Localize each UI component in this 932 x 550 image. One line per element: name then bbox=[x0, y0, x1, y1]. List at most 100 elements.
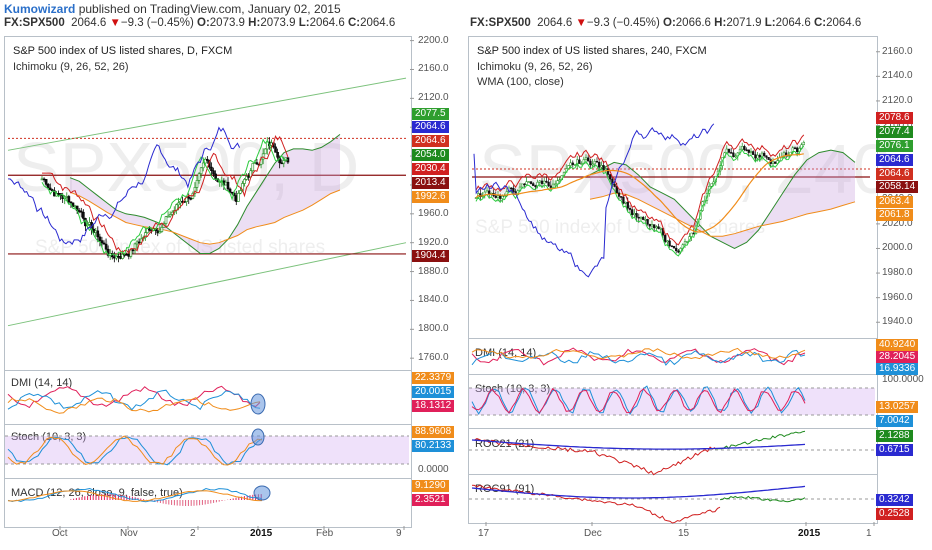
right-roc91-tag: 0.3242 bbox=[876, 494, 913, 506]
right-wma bbox=[475, 153, 804, 233]
left-price-axis-label: 2160.0 bbox=[418, 63, 449, 75]
right-senkou-a bbox=[589, 149, 856, 250]
left-candle-body bbox=[67, 196, 71, 203]
right-candle-body bbox=[655, 226, 658, 229]
right-candle-body bbox=[763, 152, 766, 157]
left-price-axis-label: 2200.0 bbox=[418, 34, 449, 46]
left-stoch-tag: 88.9608 bbox=[412, 426, 455, 438]
left-chart-title: S&P 500 index of US listed shares, D, FX… bbox=[13, 45, 233, 57]
right-roc21-blue bbox=[471, 439, 806, 450]
author-link[interactable]: Kumowizard bbox=[4, 2, 76, 16]
left-candle-body bbox=[243, 179, 246, 184]
left-candle-body bbox=[88, 222, 91, 225]
left-last-price: 2064.6 bbox=[71, 17, 107, 29]
right-dmi-tag: 16.9336 bbox=[876, 363, 919, 375]
right-candle-body bbox=[626, 201, 629, 209]
right-candle-body bbox=[479, 193, 482, 197]
right-candle-body bbox=[639, 216, 643, 219]
left-time-axis-label: 2 bbox=[190, 528, 196, 539]
right-candle-body bbox=[664, 234, 667, 243]
left-tenkan bbox=[41, 138, 288, 258]
right-dmi-tag: 40.9240 bbox=[876, 339, 919, 351]
right-candle-body bbox=[606, 168, 610, 175]
right-candle-body bbox=[767, 157, 770, 160]
left-dmi-minus bbox=[7, 389, 261, 411]
left-symbol[interactable]: FX:SPX500 bbox=[4, 17, 65, 29]
left-candle-body bbox=[133, 243, 137, 251]
right-low: 2064.6 bbox=[775, 17, 811, 29]
right-chikou bbox=[473, 123, 715, 278]
right-stoch-d bbox=[471, 387, 806, 414]
left-dmi-tag: 22.3379 bbox=[412, 372, 455, 384]
right-candle-body bbox=[756, 154, 759, 159]
right-candle-body bbox=[547, 181, 550, 187]
right-roc21-tag: 2.1288 bbox=[876, 430, 913, 442]
right-candle-body bbox=[499, 195, 502, 199]
left-close-label: C: bbox=[347, 17, 361, 29]
left-kijun bbox=[42, 134, 289, 254]
right-candle-body bbox=[617, 192, 621, 197]
right-symbol[interactable]: FX:SPX500 bbox=[470, 17, 531, 29]
left-candle-body bbox=[100, 240, 104, 244]
right-dmi-tag: 28.2045 bbox=[876, 351, 919, 363]
published-text: published on TradingView.com, January 02… bbox=[78, 2, 341, 16]
left-candle-body bbox=[230, 191, 234, 194]
right-candle-body bbox=[745, 149, 748, 152]
right-candle-body bbox=[650, 224, 654, 227]
right-stoch-axis-label: 100.0000 bbox=[882, 374, 924, 385]
right-candle-body bbox=[485, 190, 489, 193]
right-candle-body bbox=[569, 162, 572, 166]
left-candle-body bbox=[263, 148, 267, 155]
right-price-axis-label: 1980.0 bbox=[882, 267, 913, 279]
right-candle-body bbox=[686, 241, 689, 243]
right-price-tag: 2058.14 bbox=[876, 181, 919, 193]
right-candle-body bbox=[635, 213, 638, 218]
right-candle-body bbox=[578, 159, 581, 164]
right-price-tag: 2076.1 bbox=[876, 140, 913, 152]
right-dmi-adx bbox=[471, 347, 806, 360]
left-candle-body bbox=[199, 167, 203, 175]
left-candle-body bbox=[82, 211, 85, 219]
right-indicator2-label: WMA (100, close) bbox=[477, 76, 564, 88]
left-channel-upper bbox=[7, 77, 407, 151]
left-candle-body bbox=[77, 210, 81, 212]
left-candle-body bbox=[113, 256, 116, 259]
right-stoch-tag: 7.0042 bbox=[876, 415, 913, 427]
right-close-label: C: bbox=[813, 17, 827, 29]
left-dmi-panel[interactable]: DMI (14, 14) bbox=[4, 370, 412, 426]
right-candle-body bbox=[741, 146, 744, 150]
right-candle-body bbox=[543, 180, 546, 184]
left-candle-body bbox=[280, 162, 284, 165]
left-price-tag: 2077.5 bbox=[412, 108, 449, 120]
left-low: 2064.6 bbox=[309, 17, 345, 29]
left-candle-body bbox=[98, 236, 102, 241]
left-time-axis-label: Nov bbox=[120, 528, 138, 539]
right-candle-body bbox=[624, 201, 627, 204]
right-candle-body bbox=[587, 157, 590, 162]
right-candle-body bbox=[677, 250, 680, 253]
left-price-axis-label: 1920.0 bbox=[418, 236, 449, 248]
right-candle-body bbox=[732, 152, 735, 158]
left-candle-body bbox=[212, 170, 215, 175]
left-macd-label: MACD (12, 26, close, 9, false, true) bbox=[11, 487, 183, 499]
right-candle-body bbox=[657, 226, 660, 229]
right-price-tag: 2064.6 bbox=[876, 154, 913, 166]
left-candle-body bbox=[131, 249, 135, 252]
right-price-tag: 2064.6 bbox=[876, 168, 913, 180]
right-roc21-red bbox=[471, 438, 716, 476]
left-open: 2073.9 bbox=[209, 17, 245, 29]
left-candle-body bbox=[201, 162, 205, 169]
right-candle-body bbox=[668, 240, 671, 246]
left-candle-body bbox=[210, 166, 213, 172]
left-candle-body bbox=[96, 230, 100, 238]
left-candle-body bbox=[158, 231, 162, 234]
right-candle-body bbox=[503, 195, 506, 198]
left-price-axis-label: 1800.0 bbox=[418, 323, 449, 335]
right-price-axis-label: 2020.0 bbox=[882, 217, 913, 229]
right-roc91-green bbox=[719, 495, 806, 503]
right-candle-body bbox=[551, 183, 555, 188]
right-high: 2071.9 bbox=[726, 17, 762, 29]
right-candle-body bbox=[631, 209, 634, 216]
right-candle-body bbox=[600, 165, 603, 168]
